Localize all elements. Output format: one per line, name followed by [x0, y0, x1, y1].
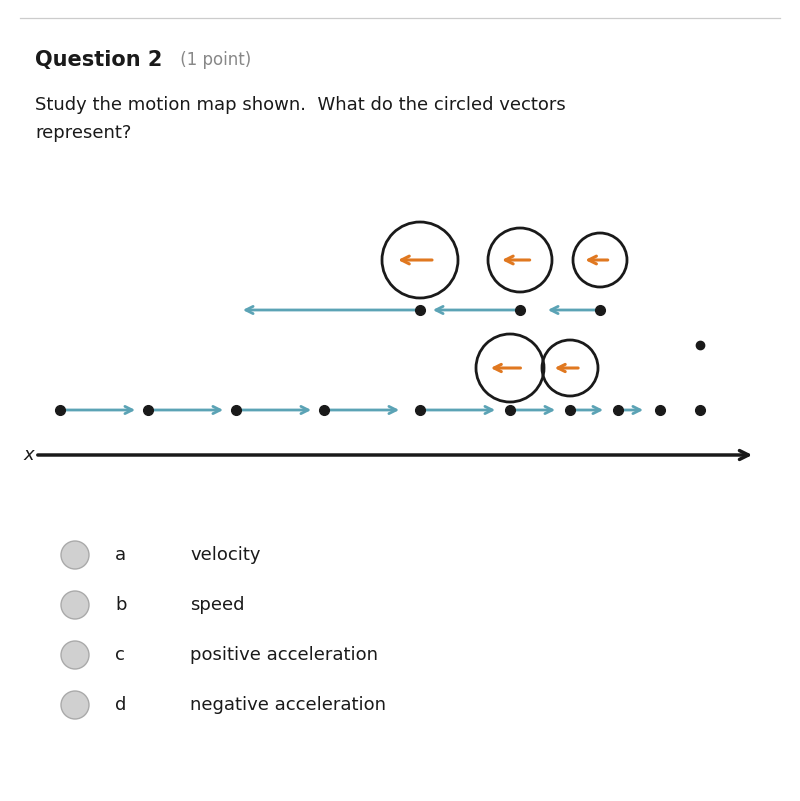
- Circle shape: [61, 641, 89, 669]
- Text: velocity: velocity: [190, 546, 261, 564]
- Text: Question 2: Question 2: [35, 50, 162, 70]
- Circle shape: [61, 541, 89, 569]
- Text: speed: speed: [190, 596, 245, 614]
- Circle shape: [61, 591, 89, 619]
- Text: c: c: [115, 646, 125, 664]
- Text: negative acceleration: negative acceleration: [190, 696, 386, 714]
- Text: represent?: represent?: [35, 124, 131, 142]
- Text: x: x: [23, 446, 34, 464]
- Circle shape: [61, 691, 89, 719]
- Text: a: a: [115, 546, 126, 564]
- Text: positive acceleration: positive acceleration: [190, 646, 378, 664]
- Text: d: d: [115, 696, 126, 714]
- Text: b: b: [115, 596, 126, 614]
- Text: (1 point): (1 point): [175, 51, 251, 69]
- Text: Study the motion map shown.  What do the circled vectors: Study the motion map shown. What do the …: [35, 96, 566, 114]
